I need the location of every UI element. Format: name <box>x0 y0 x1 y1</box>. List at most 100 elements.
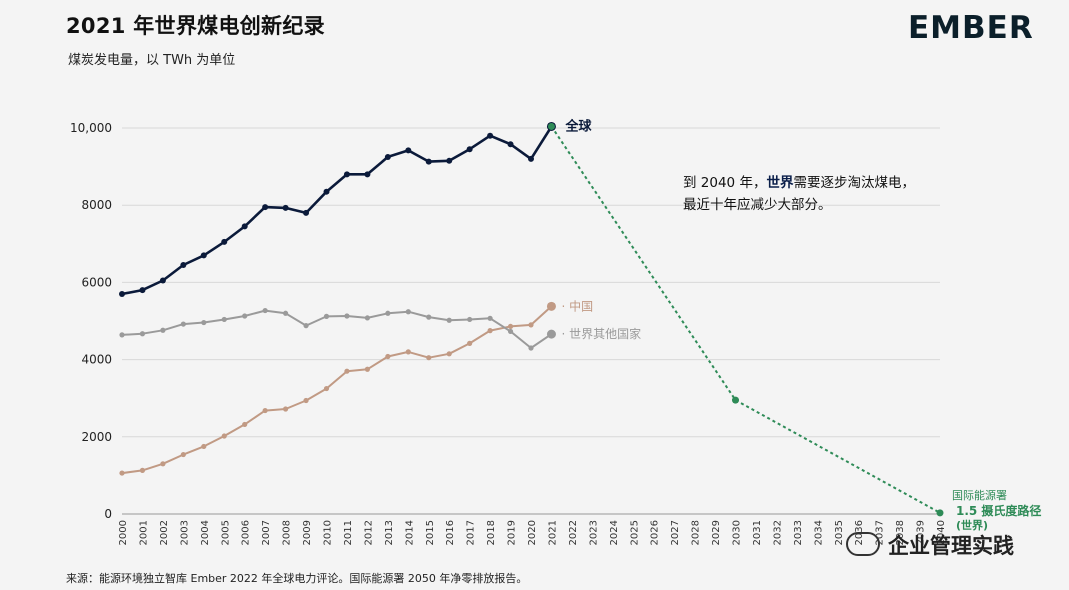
series-line <box>121 305 553 475</box>
series-label-rest-of-world: · 世界其他国家 <box>561 326 641 341</box>
data-point <box>344 313 350 319</box>
watermark: 企业管理实践 <box>846 530 1014 560</box>
x-tick-label: 2022 <box>568 520 579 545</box>
y-tick-label: 4000 <box>81 353 112 367</box>
x-tick-label: 2032 <box>772 520 783 545</box>
data-point <box>303 397 309 404</box>
data-point <box>303 209 310 216</box>
x-tick-label: 2034 <box>813 520 824 545</box>
x-tick-label: 2035 <box>834 520 845 545</box>
series-label-world: 全球 <box>564 118 592 134</box>
series-label-iea-line3: (世界) <box>956 518 988 532</box>
data-point <box>364 171 371 178</box>
series-line <box>550 125 941 514</box>
data-point <box>221 433 227 439</box>
y-tick-label: 8000 <box>81 198 112 212</box>
x-tick-label: 2028 <box>691 520 702 545</box>
x-tick-label: 2025 <box>629 520 640 545</box>
data-point <box>466 146 473 153</box>
x-tick-label: 2006 <box>241 520 252 545</box>
source-note: 来源：能源环境独立智库 Ember 2022 年全球电力评论。国际能源署 205… <box>66 572 528 585</box>
data-point <box>160 327 166 333</box>
x-tick-label: 2037 <box>875 520 886 545</box>
data-point <box>426 355 432 361</box>
chart-title: 2021 年世界煤电创新纪录 <box>66 14 325 38</box>
chart-subtitle: 煤炭发电量，以 TWh 为单位 <box>68 53 236 68</box>
data-point <box>119 470 125 476</box>
x-tick-label: 2009 <box>302 520 313 545</box>
data-point <box>323 385 330 392</box>
ember-logo: EMBER <box>908 10 1034 46</box>
x-tick-label: 2027 <box>670 520 681 545</box>
data-point <box>487 132 494 139</box>
data-point <box>405 147 412 154</box>
data-point <box>119 290 125 297</box>
data-point <box>262 204 269 211</box>
data-point <box>180 262 187 269</box>
x-tick-label: 2012 <box>363 520 374 545</box>
data-point <box>241 223 248 230</box>
x-tick-label: 2029 <box>711 520 722 545</box>
data-point <box>385 310 391 316</box>
data-point <box>159 277 166 284</box>
data-point <box>425 158 432 165</box>
data-point <box>160 461 166 467</box>
x-tick-label: 2026 <box>650 520 661 545</box>
data-point <box>283 310 289 316</box>
data-point <box>283 406 289 412</box>
data-point <box>262 407 268 414</box>
data-point <box>405 349 411 355</box>
x-tick-label: 2008 <box>282 520 293 545</box>
data-point <box>343 171 350 178</box>
x-tick-label: 2024 <box>609 520 620 545</box>
data-point <box>487 328 493 334</box>
data-point <box>242 313 248 319</box>
x-tick-label: 2017 <box>466 520 477 545</box>
data-point <box>303 323 309 329</box>
data-point <box>405 309 411 315</box>
data-point <box>507 323 514 330</box>
data-point <box>528 345 534 351</box>
data-point <box>546 329 556 339</box>
x-tick-label: 2040 <box>936 520 947 545</box>
series-line <box>121 309 553 349</box>
data-point <box>323 313 330 319</box>
series-label-iea-line1: 国际能源署 <box>952 488 1007 502</box>
series-line <box>121 125 553 296</box>
data-point <box>139 287 146 294</box>
x-tick-label: 2031 <box>752 520 763 545</box>
data-point <box>487 315 493 321</box>
data-point <box>139 467 146 473</box>
data-point <box>385 353 391 360</box>
axes: 0 2000 4000 6000 8000 10,000 2000 2001 2002 2003 2… <box>70 121 947 545</box>
data-point <box>547 122 555 130</box>
data-point <box>467 340 473 346</box>
data-point <box>221 238 228 245</box>
data-point <box>426 314 432 320</box>
data-point <box>180 321 186 327</box>
data-point <box>282 204 289 211</box>
series-label-china: · 中国 <box>561 298 593 313</box>
y-tick-label: 10,000 <box>70 121 112 135</box>
data-point <box>546 301 556 311</box>
data-point <box>364 315 370 321</box>
x-tick-label: 2001 <box>138 520 149 545</box>
data-point <box>221 316 227 323</box>
x-tick-label: 2011 <box>343 520 354 545</box>
wechat-icon <box>846 532 880 556</box>
x-tick-label: 2010 <box>323 520 334 545</box>
x-tick-label: 2016 <box>445 520 456 545</box>
x-tick-label: 2019 <box>507 520 518 545</box>
data-point <box>507 141 514 148</box>
x-tick-label: 2005 <box>220 520 231 545</box>
x-tick-label: 2030 <box>732 520 743 545</box>
x-tick-label: 2003 <box>179 520 190 545</box>
data-point <box>467 316 473 323</box>
series-layer <box>119 121 944 517</box>
data-point <box>507 328 514 335</box>
data-point <box>446 157 453 164</box>
x-tick-label: 2004 <box>200 520 211 545</box>
x-tick-label: 2020 <box>527 520 538 545</box>
